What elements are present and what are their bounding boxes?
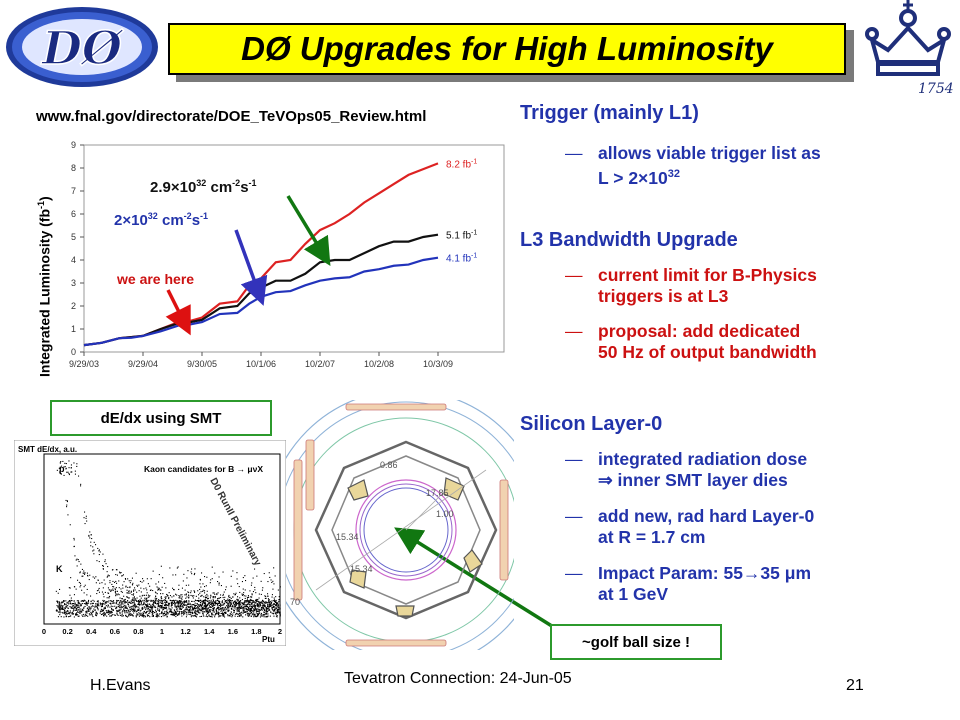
dedx-x-tick-7: 1.4	[204, 627, 215, 636]
bullet-l3-1: — current limit for B-Physics triggers i…	[565, 265, 817, 306]
heading-trigger: Trigger (mainly L1)	[520, 102, 699, 124]
dedx-x-tick-6: 1.2	[180, 627, 190, 636]
label-pion: π	[58, 603, 64, 612]
bullet-silicon-3: — Impact Param: 55→35 μm at 1 GeV	[565, 563, 812, 604]
detector-dim-5: 70	[290, 597, 300, 607]
dash-icon: —	[565, 265, 583, 285]
dedx-x-tick-1: 0.2	[62, 627, 72, 636]
crest-year: 1754	[918, 81, 954, 97]
y-tick-label-4: 4	[71, 255, 76, 265]
chart-y-axis-title: Integrated Luminosity (fb-1)	[36, 196, 53, 377]
x-tick-label-5: 10/2/08	[364, 359, 394, 369]
dedx-x-tick-2: 0.4	[86, 627, 97, 636]
dash-icon: —	[565, 449, 583, 469]
bullet-trigger-1: — allows viable trigger list as L > 2×10…	[565, 143, 821, 188]
chart-plot-area	[83, 144, 505, 353]
y-tick-label-8: 8	[71, 163, 76, 173]
slide-title: DØ Upgrades for High Luminosity	[241, 30, 773, 67]
dedx-x-tick-0: 0	[42, 627, 46, 636]
dash-icon: —	[565, 506, 583, 526]
detector-dim-0: 0.86	[380, 460, 398, 470]
x-tick-label-4: 10/2/07	[305, 359, 335, 369]
dedx-xlabel: Ptu	[262, 635, 275, 644]
d0-logo: DØ	[6, 7, 158, 87]
crown-crest-icon: 1754	[865, 0, 954, 97]
series-label-1: 5.1 fb-1	[446, 230, 477, 242]
heading-l3: L3 Bandwidth Upgrade	[520, 229, 738, 251]
annotation-we-are-here: we are here	[117, 271, 195, 287]
dedx-scatter-plot: 0 0.2 0.4 0.6 0.8 1 1.2 1.4 1.6 1.8 2 SMT dE/dx, a…	[14, 440, 286, 646]
series-label-2: 4.1 fb-1	[446, 253, 477, 265]
dedx-subtitle: Kaon candidates for B → μνX	[144, 464, 263, 474]
source-url[interactable]: www.fnal.gov/directorate/DOE_TeVOps05_Re…	[36, 108, 427, 125]
dash-icon: —	[565, 563, 583, 583]
detector-dim-1: 17.85	[426, 488, 449, 498]
label-golf-ball: ~golf ball size !	[550, 624, 722, 660]
y-tick-label-9: 9	[71, 140, 76, 150]
dedx-x-tick-3: 0.6	[110, 627, 120, 636]
y-tick-label-6: 6	[71, 209, 76, 219]
title-box: DØ Upgrades for High Luminosity	[168, 23, 846, 75]
label-proton: p	[59, 464, 65, 474]
y-tick-label-3: 3	[71, 278, 76, 288]
x-tick-label-1: 9/29/04	[128, 359, 158, 369]
annotation-lumi-29: 2.9×1032 cm-2s-1	[150, 178, 257, 196]
footer-author: H.Evans	[90, 677, 151, 694]
x-tick-label-0: 9/29/03	[69, 359, 99, 369]
footer-event: Tevatron Connection: 24-Jun-05	[344, 670, 572, 687]
dedx-x-tick-4: 0.8	[133, 627, 143, 636]
y-tick-label-2: 2	[71, 301, 76, 311]
series-label-0: 8.2 fb-1	[446, 158, 477, 170]
detector-dim-4: 15.34	[350, 564, 373, 574]
dash-icon: —	[565, 143, 583, 163]
y-tick-label-5: 5	[71, 232, 76, 242]
heading-silicon: Silicon Layer-0	[520, 413, 663, 435]
y-tick-label-7: 7	[71, 186, 76, 196]
y-tick-label-1: 1	[71, 324, 76, 334]
dash-icon: —	[565, 321, 583, 341]
x-tick-label-2: 9/30/05	[187, 359, 217, 369]
x-tick-label-3: 10/1/06	[246, 359, 276, 369]
bullet-l3-2: — proposal: add dedicated 50 Hz of outpu…	[565, 321, 817, 362]
dedx-x-tick-9: 1.8	[251, 627, 261, 636]
x-tick-label-6: 10/3/09	[423, 359, 453, 369]
page-number: 21	[846, 677, 864, 694]
d0-logo-text: DØ	[40, 21, 124, 75]
luminosity-chart: 0 1 2 3 4 5 6 7 8 9 9/29/03 9/29/04 9/30/05 10/1/06 10…	[69, 140, 505, 369]
bullet-silicon-2: — add new, rad hard Layer-0 at R = 1.7 c…	[565, 506, 815, 547]
detector-dim-2: 1.00	[436, 509, 454, 519]
detector-cross-section: 0.86 17.85 1.00 15.34 15.34 70	[286, 400, 514, 650]
annotation-lumi-2: 2×1032 cm-2s-1	[114, 211, 209, 229]
y-tick-label-0: 0	[71, 347, 76, 357]
dedx-x-tick-5: 1	[160, 627, 164, 636]
label-kaon: K	[56, 564, 63, 574]
dedx-x-tick-8: 1.6	[228, 627, 238, 636]
label-dedx-smt: dE/dx using SMT	[50, 400, 272, 436]
dedx-ylabel: SMT dE/dx, a.u.	[18, 445, 77, 454]
detector-dim-3: 15.34	[336, 532, 359, 542]
dedx-x-tick-10: 2	[278, 627, 282, 636]
bullet-silicon-1: — integrated radiation dose ⇒ inner SMT …	[565, 449, 808, 490]
